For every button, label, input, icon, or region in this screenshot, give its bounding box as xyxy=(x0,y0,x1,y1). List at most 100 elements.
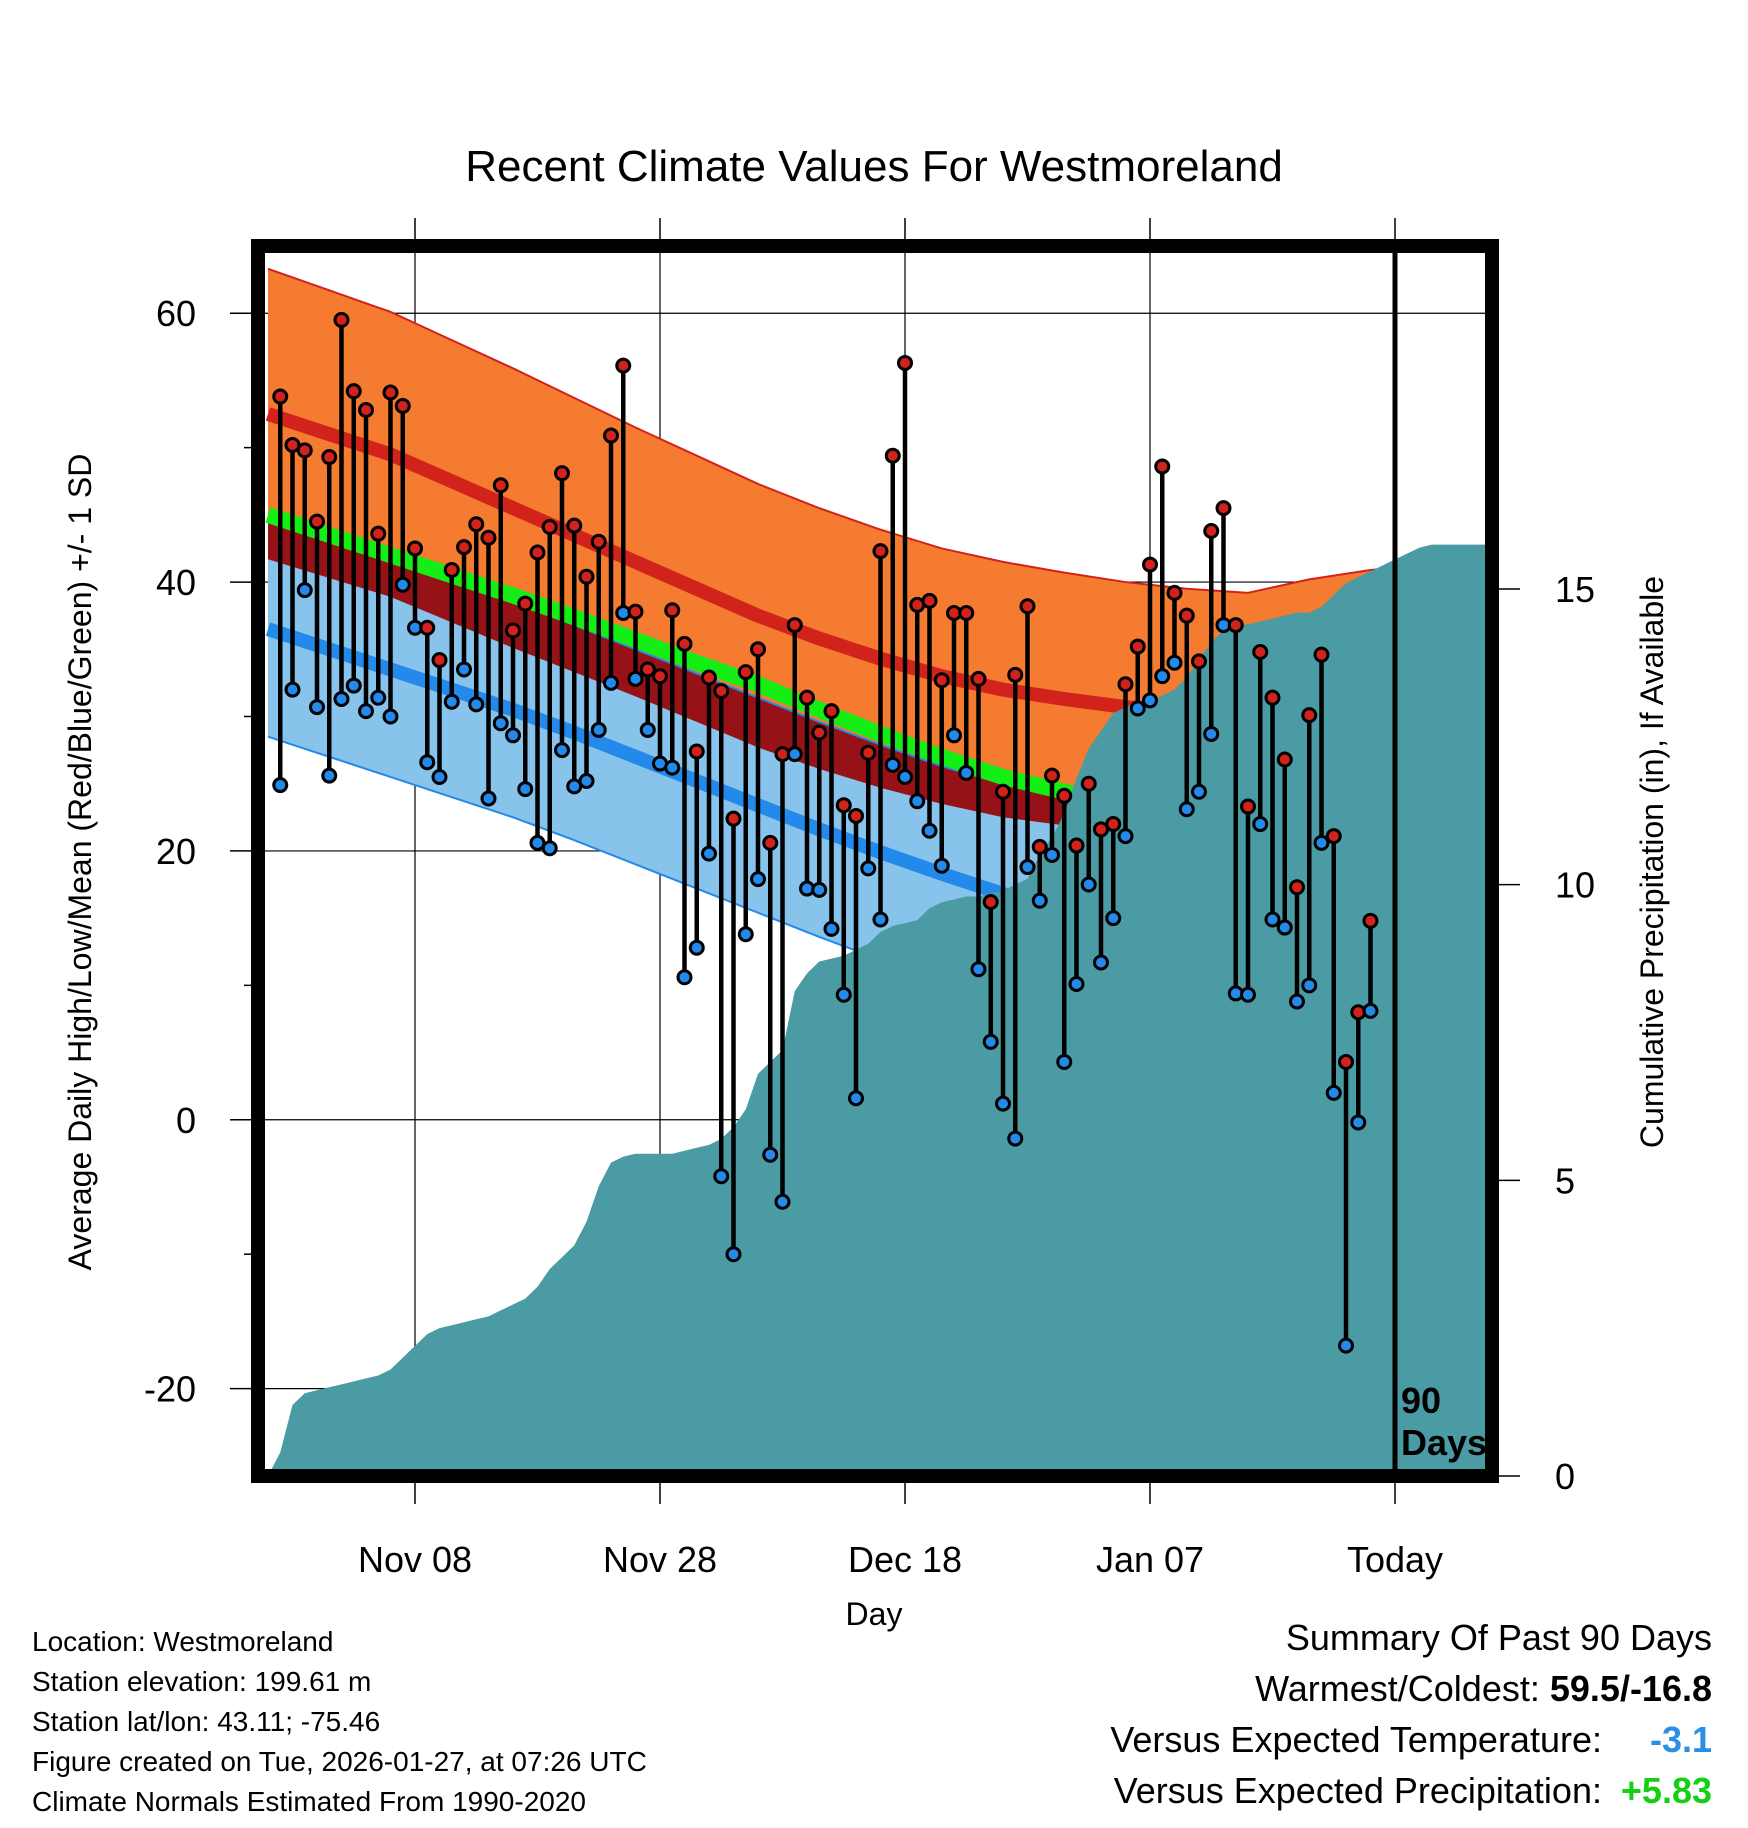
daily-low-point xyxy=(603,674,619,691)
daily-high-point xyxy=(1105,816,1122,833)
daily-low-point xyxy=(909,793,926,810)
daily-low-point xyxy=(762,1146,779,1163)
daily-high-point xyxy=(737,664,754,681)
warmest-coldest-label: Warmest/Coldest: xyxy=(1255,1668,1540,1709)
daily-high-point xyxy=(713,682,730,699)
daily-high-point xyxy=(1007,666,1024,683)
y2-tick-label: 0 xyxy=(1555,1456,1575,1497)
daily-high-point xyxy=(1019,598,1036,615)
daily-high-point xyxy=(1276,751,1293,768)
daily-high-point xyxy=(1129,638,1146,655)
daily-low-point xyxy=(995,1095,1011,1112)
daily-low-point xyxy=(958,764,975,781)
y2-tick-label: 10 xyxy=(1555,865,1595,906)
daily-high-point xyxy=(541,518,558,535)
daily-low-point xyxy=(713,1168,730,1185)
daily-low-point xyxy=(431,768,448,785)
daily-high-point xyxy=(431,652,448,669)
daily-high-point xyxy=(1068,837,1085,854)
daily-low-point xyxy=(321,767,338,784)
daily-high-point xyxy=(468,516,485,533)
daily-low-point xyxy=(468,696,485,713)
y2-tick-label: 15 xyxy=(1555,569,1595,610)
daily-high-point xyxy=(321,449,338,466)
daily-high-point xyxy=(578,568,595,585)
x-tick-label: Nov 08 xyxy=(358,1539,472,1580)
daily-high-point xyxy=(1191,653,1207,670)
x-tick-label: Jan 07 xyxy=(1096,1539,1204,1580)
daily-high-point xyxy=(823,703,840,720)
daily-low-point xyxy=(1301,977,1318,994)
today-marker: 90 Days xyxy=(1392,246,1487,1476)
daily-low-point xyxy=(1056,1053,1073,1070)
daily-high-point xyxy=(394,397,411,414)
daily-low-point xyxy=(1068,976,1085,992)
precip-anomaly-row: Versus Expected Precipitation: +5.83 xyxy=(1110,1765,1712,1816)
daily-high-point xyxy=(848,807,864,824)
daily-high-point xyxy=(1313,646,1330,663)
daily-high-point xyxy=(505,622,521,639)
temp-anomaly-value: -3.1 xyxy=(1649,1719,1712,1760)
daily-high-point xyxy=(750,641,766,658)
daily-high-point xyxy=(590,533,607,550)
daily-high-point xyxy=(566,517,583,534)
latlon-text: Station lat/lon: 43.11; -75.46 xyxy=(32,1706,381,1737)
y-tick-label: -20 xyxy=(144,1369,196,1410)
daily-high-point xyxy=(1338,1053,1354,1070)
today-label-line2: Days xyxy=(1401,1422,1487,1463)
precip-anomaly-label: Versus Expected Precipitation: xyxy=(1113,1770,1602,1811)
daily-low-point xyxy=(456,661,472,678)
daily-high-point xyxy=(1080,775,1097,792)
y2-tick-label: 5 xyxy=(1555,1160,1575,1201)
daily-high-point xyxy=(370,525,387,542)
daily-low-point xyxy=(897,768,913,785)
daily-low-point xyxy=(517,781,534,798)
daily-high-point xyxy=(272,388,289,405)
daily-high-point xyxy=(382,384,399,401)
daily-low-point xyxy=(1289,993,1305,1010)
daily-low-point xyxy=(358,703,374,720)
daily-low-point xyxy=(1019,859,1036,876)
y-tick-label: 60 xyxy=(156,293,196,334)
daily-low-point xyxy=(1350,1114,1367,1131)
daily-high-point xyxy=(456,539,472,556)
daily-low-point xyxy=(1093,954,1109,971)
daily-low-point xyxy=(1276,919,1293,936)
daily-low-point xyxy=(1044,846,1060,863)
daily-high-point xyxy=(1203,522,1220,539)
daily-low-point xyxy=(345,677,362,694)
daily-high-point xyxy=(701,669,717,686)
daily-high-point xyxy=(1031,838,1048,855)
daily-high-point xyxy=(1362,912,1379,929)
created-text: Figure created on Tue, 2026-01-27, at 07… xyxy=(32,1746,647,1777)
daily-low-point xyxy=(970,961,987,978)
daily-low-point xyxy=(370,689,387,706)
daily-low-point xyxy=(480,790,497,807)
daily-high-point xyxy=(615,357,632,374)
daily-low-point xyxy=(1362,1002,1379,1019)
daily-high-point xyxy=(492,477,509,494)
temp-anomaly-label: Versus Expected Temperature: xyxy=(1110,1719,1602,1760)
daily-low-point xyxy=(1031,892,1048,909)
daily-low-point xyxy=(296,582,313,599)
daily-low-point xyxy=(982,1033,999,1050)
daily-temperature-marks xyxy=(272,311,1379,1354)
daily-high-point xyxy=(1325,828,1342,845)
x-axis-label: Day xyxy=(846,1596,903,1632)
daily-low-point xyxy=(443,693,460,710)
daily-low-point xyxy=(1191,783,1207,800)
summary-heading: Summary Of Past 90 Days xyxy=(1285,1617,1712,1658)
daily-high-point xyxy=(407,540,423,557)
y2-axis-label: Cumulative Precipitation (in), If Availa… xyxy=(1634,576,1670,1148)
daily-low-point xyxy=(884,756,901,773)
daily-high-point xyxy=(835,797,852,814)
daily-high-point xyxy=(554,465,570,482)
y-tick-label: 40 xyxy=(156,562,196,603)
daily-high-point xyxy=(725,810,742,827)
x-tick-label: Nov 28 xyxy=(603,1539,717,1580)
daily-high-point xyxy=(897,354,913,371)
daily-high-point xyxy=(358,402,374,418)
elevation-text: Station elevation: 199.61 m xyxy=(32,1666,372,1697)
daily-high-point xyxy=(517,595,534,612)
daily-low-point xyxy=(1178,801,1195,818)
